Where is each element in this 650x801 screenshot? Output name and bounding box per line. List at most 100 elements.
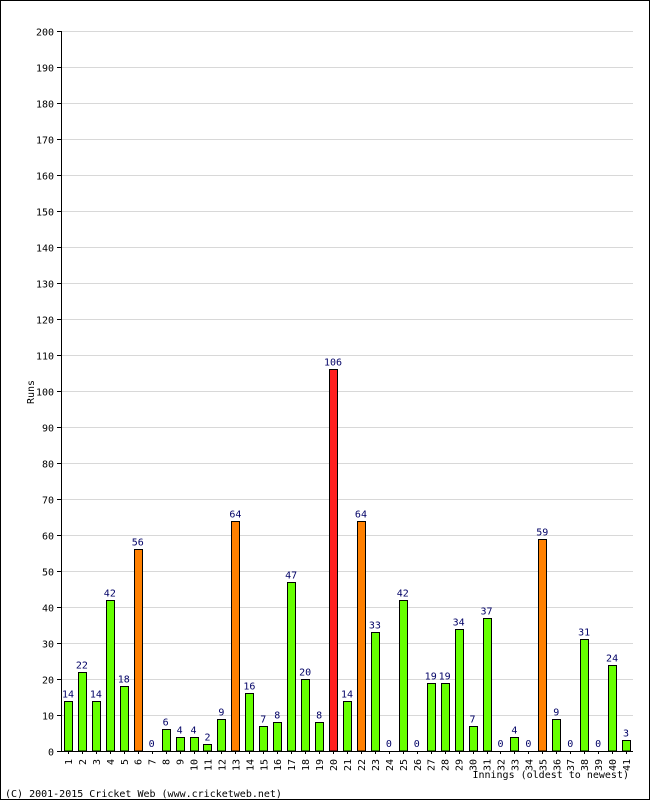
y-axis-title: Runs — [26, 380, 37, 404]
bar-innings-1 — [64, 701, 73, 752]
bar-innings-18 — [301, 679, 310, 752]
data-label-innings-9: 4 — [177, 726, 183, 737]
data-label-innings-32: 0 — [497, 739, 503, 750]
bar-innings-6 — [134, 549, 143, 752]
bar-innings-12 — [217, 719, 226, 752]
y-tick-label-30: 30 — [42, 640, 54, 651]
y-tick-label-10: 10 — [42, 712, 54, 723]
x-tick-label-5: 5 — [120, 759, 131, 765]
data-label-innings-1: 14 — [62, 690, 74, 701]
x-tick-label-41: 41 — [622, 759, 633, 771]
bar-innings-16 — [273, 722, 282, 752]
x-tick-label-3: 3 — [92, 759, 103, 765]
data-label-innings-35: 59 — [536, 528, 548, 539]
x-tick-label-14: 14 — [245, 759, 256, 771]
x-tick-label-39: 39 — [594, 759, 605, 771]
bar-innings-29 — [455, 629, 464, 752]
data-label-innings-30: 7 — [470, 715, 476, 726]
bar-innings-27 — [427, 683, 436, 752]
y-tick-label-180: 180 — [36, 100, 54, 111]
data-label-innings-11: 2 — [204, 733, 210, 744]
bar-innings-17 — [287, 582, 296, 752]
y-tick-label-140: 140 — [36, 244, 54, 255]
x-tick-label-32: 32 — [496, 759, 507, 771]
bar-innings-36 — [552, 719, 561, 752]
data-label-innings-20: 106 — [324, 358, 342, 369]
data-label-innings-25: 42 — [397, 589, 409, 600]
bar-innings-3 — [92, 701, 101, 752]
x-tick-label-29: 29 — [455, 759, 466, 771]
x-tick-label-21: 21 — [343, 759, 354, 771]
data-label-innings-12: 9 — [218, 708, 224, 719]
x-tick-label-23: 23 — [371, 759, 382, 771]
bar-innings-21 — [343, 701, 352, 752]
y-tick-label-200: 200 — [36, 28, 54, 39]
x-tick-label-38: 38 — [580, 759, 591, 771]
data-label-innings-17: 47 — [285, 571, 297, 582]
bar-innings-40 — [608, 665, 617, 752]
bar-innings-35 — [538, 539, 547, 752]
x-tick-label-25: 25 — [399, 759, 410, 771]
y-tick-label-80: 80 — [42, 460, 54, 471]
x-axis-title: Innings (oldest to newest) — [472, 770, 629, 781]
bar-innings-4 — [106, 600, 115, 752]
bar-innings-28 — [441, 683, 450, 752]
bar-innings-25 — [399, 600, 408, 752]
bar-innings-15 — [259, 726, 268, 752]
x-tick-label-7: 7 — [148, 759, 159, 765]
data-label-innings-5: 18 — [118, 675, 130, 686]
x-tick-label-8: 8 — [162, 759, 173, 765]
data-label-innings-10: 4 — [191, 726, 197, 737]
x-tick-label-13: 13 — [231, 759, 242, 771]
x-tick-labels: 1 2 3 4 5 6 7 8 9 10 11 12 13 14 15 16 17 18 19 20 21 22 23 24 2… — [64, 759, 633, 771]
x-tick-label-9: 9 — [176, 759, 187, 765]
x-tick-label-17: 17 — [287, 759, 298, 771]
bar-innings-2 — [78, 672, 87, 752]
x-tick-label-12: 12 — [217, 759, 228, 771]
data-label-innings-21: 14 — [341, 690, 353, 701]
x-tick-label-30: 30 — [469, 759, 480, 771]
data-label-innings-33: 4 — [511, 726, 517, 737]
y-tick-label-120: 120 — [36, 316, 54, 327]
data-label-innings-13: 64 — [229, 510, 241, 521]
data-label-innings-37: 0 — [567, 739, 573, 750]
data-label-innings-31: 37 — [480, 607, 492, 618]
data-label-innings-23: 33 — [369, 621, 381, 632]
data-label-innings-19: 8 — [316, 711, 322, 722]
x-tick-label-37: 37 — [566, 759, 577, 771]
data-label-innings-14: 16 — [243, 682, 255, 693]
x-tick-label-35: 35 — [538, 759, 549, 771]
x-tick-label-36: 36 — [552, 759, 563, 771]
data-label-innings-16: 8 — [274, 711, 280, 722]
data-label-innings-28: 19 — [439, 672, 451, 683]
y-tick-label-110: 110 — [36, 352, 54, 363]
y-tick-labels: 0 10 20 30 40 50 60 70 80 90 100 110 120 130 140 150 160… — [36, 28, 54, 759]
x-tick-label-34: 34 — [524, 759, 535, 771]
bar-innings-11 — [203, 744, 212, 752]
data-label-innings-38: 31 — [578, 628, 590, 639]
y-tick-label-90: 90 — [42, 424, 54, 435]
x-tick-label-26: 26 — [413, 759, 424, 771]
x-tick-label-31: 31 — [483, 759, 494, 771]
y-tick-label-40: 40 — [42, 604, 54, 615]
y-tick-label-100: 100 — [36, 388, 54, 399]
x-tick-label-10: 10 — [190, 759, 201, 771]
bar-innings-22 — [357, 521, 366, 752]
x-tick-label-1: 1 — [64, 759, 75, 765]
bar-innings-14 — [245, 693, 254, 752]
data-label-innings-3: 14 — [90, 690, 102, 701]
bar-innings-9 — [176, 737, 185, 752]
x-tick-label-20: 20 — [329, 759, 340, 771]
data-label-innings-4: 42 — [104, 589, 116, 600]
data-label-innings-7: 0 — [149, 739, 155, 750]
bars — [64, 369, 631, 752]
x-tick-label-33: 33 — [510, 759, 521, 771]
bar-innings-33 — [510, 737, 519, 752]
bar-innings-30 — [469, 726, 478, 752]
data-label-innings-24: 0 — [386, 739, 392, 750]
y-tick-label-70: 70 — [42, 496, 54, 507]
y-tick-label-0: 0 — [48, 748, 54, 759]
x-tick-label-40: 40 — [608, 759, 619, 771]
